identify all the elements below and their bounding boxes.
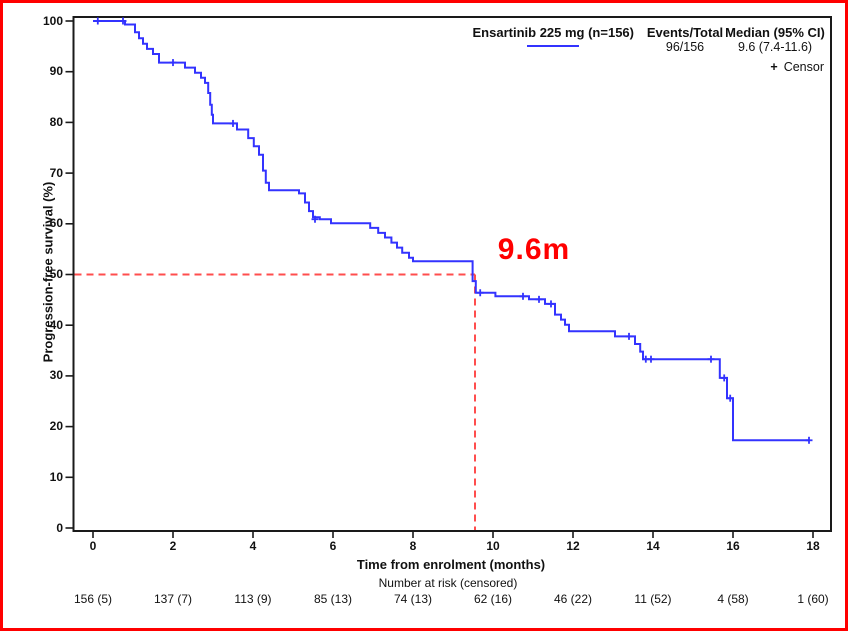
legend-series-label: Ensartinib 225 mg (n=156) xyxy=(472,25,634,40)
legend-events-total-value: 96/156 xyxy=(665,40,705,54)
legend-line-sample xyxy=(527,45,579,47)
risk-value: 46 (22) xyxy=(553,592,593,606)
risk-value: 74 (13) xyxy=(393,592,433,606)
y-tick-label: 100 xyxy=(42,13,63,28)
legend-events-total-header: Events/Total xyxy=(646,25,724,40)
x-tick-label: 18 xyxy=(806,539,820,553)
x-tick-label: 14 xyxy=(646,539,660,553)
y-tick-label: 20 xyxy=(49,419,63,434)
risk-value: 4 (58) xyxy=(717,592,749,606)
x-tick-label: 10 xyxy=(486,539,500,553)
y-tick-label: 40 xyxy=(49,317,63,332)
risk-value: 1 (60) xyxy=(797,592,829,606)
x-tick-label: 16 xyxy=(726,539,740,553)
censor-plus-icon: + xyxy=(770,60,778,74)
risk-value: 137 (7) xyxy=(153,592,193,606)
x-tick-label: 0 xyxy=(89,539,97,553)
legend-median-header: Median (95% CI) xyxy=(725,25,825,40)
legend-censor-entry: + Censor xyxy=(710,60,824,74)
x-tick-label: 2 xyxy=(169,539,177,553)
legend-median-value: 9.6 (7.4-11.6) xyxy=(737,40,813,54)
risk-table-title: Number at risk (censored) xyxy=(378,576,518,590)
y-tick-label: 70 xyxy=(49,165,63,180)
x-tick-label: 6 xyxy=(329,539,337,553)
x-axis-title: Time from enrolment (months) xyxy=(356,557,546,572)
median-time-annotation: 9.6m xyxy=(497,233,571,266)
y-tick-label: 50 xyxy=(49,267,63,281)
x-tick-label: 4 xyxy=(249,539,257,553)
x-tick-label: 12 xyxy=(566,539,580,553)
risk-value: 113 (9) xyxy=(234,592,272,606)
y-tick-label: 80 xyxy=(49,114,63,129)
x-tick-label: 8 xyxy=(409,539,417,553)
y-tick-label: 10 xyxy=(49,469,63,484)
y-tick-label: 60 xyxy=(49,216,63,231)
risk-value: 11 (52) xyxy=(634,592,672,606)
censor-label: Censor xyxy=(783,60,824,74)
y-tick-label: 0 xyxy=(56,520,63,535)
risk-value: 62 (16) xyxy=(473,592,513,606)
y-tick-label: 90 xyxy=(49,64,63,79)
risk-value: 156 (5) xyxy=(73,592,113,606)
km-curve xyxy=(93,20,809,442)
risk-value: 85 (13) xyxy=(313,592,353,606)
y-tick-label: 30 xyxy=(49,368,63,383)
